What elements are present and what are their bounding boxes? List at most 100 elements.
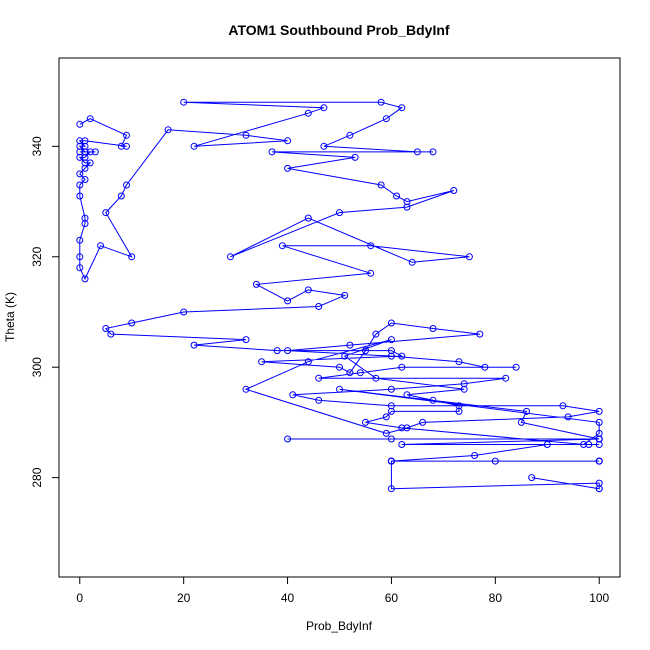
data-point — [284, 297, 292, 305]
data-point — [450, 187, 458, 194]
data-point — [387, 435, 395, 443]
chart-title: ATOM1 Southbound Prob_BdyInf — [228, 22, 449, 38]
data-point — [320, 104, 328, 112]
data-point — [502, 374, 510, 382]
data-point — [117, 192, 125, 200]
plot-frame — [58, 57, 621, 578]
data-point — [367, 242, 375, 250]
data-point — [164, 126, 172, 134]
data-point — [304, 109, 312, 117]
y-tick-label: 340 — [30, 136, 44, 156]
data-point — [455, 358, 463, 366]
data-point — [76, 170, 84, 178]
data-point — [123, 181, 130, 189]
data-point — [76, 120, 84, 128]
y-tick-label: 280 — [30, 467, 44, 487]
data-point — [465, 253, 473, 261]
data-point — [460, 385, 468, 393]
data-point — [471, 452, 479, 459]
data-point — [81, 176, 89, 183]
data-point — [304, 358, 312, 366]
data-point — [429, 325, 437, 332]
data-point — [315, 303, 323, 310]
axis-ticks: 0 20 40 60 80 100 280 300 320 340 — [30, 136, 610, 605]
data-point — [341, 291, 349, 299]
data-point — [387, 485, 395, 493]
data-point — [429, 148, 437, 156]
data-point — [107, 330, 115, 338]
x-tick-label: 0 — [76, 591, 83, 605]
data-point — [102, 209, 110, 217]
data-point — [128, 319, 136, 327]
data-point — [362, 347, 369, 355]
data-point — [86, 159, 94, 167]
data-point — [336, 385, 343, 393]
y-tick-label: 320 — [30, 246, 44, 266]
data-point — [455, 407, 463, 415]
series-points — [76, 98, 603, 493]
data-point — [346, 369, 354, 377]
data-point — [258, 358, 266, 366]
data-point — [242, 336, 250, 344]
data-point — [413, 148, 421, 156]
data-point — [403, 424, 411, 432]
data-point — [398, 104, 406, 112]
x-tick-label: 100 — [589, 591, 609, 605]
data-point — [346, 341, 354, 349]
data-point — [398, 441, 406, 448]
data-point — [315, 396, 323, 404]
data-point — [382, 429, 390, 437]
data-point — [304, 286, 312, 294]
x-tick-label: 60 — [385, 591, 399, 605]
data-point — [476, 330, 484, 338]
data-point — [372, 374, 380, 382]
data-point — [304, 214, 312, 222]
x-tick-label: 20 — [177, 591, 191, 605]
data-point — [377, 181, 385, 189]
data-point — [346, 131, 354, 139]
data-point — [517, 418, 525, 426]
data-point — [595, 418, 603, 426]
data-point — [429, 396, 437, 404]
data-point — [387, 336, 395, 344]
data-point — [585, 441, 593, 448]
data-point — [273, 347, 281, 355]
data-point — [481, 363, 489, 371]
data-point — [403, 203, 411, 211]
data-point — [595, 485, 603, 493]
data-point — [102, 325, 110, 332]
data-point — [76, 253, 84, 261]
data-point — [372, 330, 380, 338]
data-point — [387, 407, 395, 415]
data-point — [398, 352, 406, 360]
data-point — [97, 242, 105, 250]
data-point — [180, 308, 188, 316]
data-point — [367, 269, 375, 277]
data-point — [387, 385, 395, 393]
data-point — [76, 236, 84, 244]
data-point — [580, 441, 588, 448]
data-point — [284, 164, 292, 172]
data-point — [341, 352, 349, 360]
data-point — [284, 347, 292, 355]
data-point — [398, 363, 406, 371]
data-point — [595, 407, 603, 415]
y-axis-label: Theta (K) — [3, 292, 17, 342]
data-point — [81, 164, 89, 172]
data-point — [190, 341, 198, 349]
data-point — [252, 280, 260, 288]
data-point — [403, 391, 411, 399]
data-point — [398, 424, 406, 432]
data-point — [315, 374, 323, 382]
data-point — [180, 98, 188, 106]
data-point — [528, 474, 536, 482]
data-point — [387, 352, 395, 360]
data-point — [356, 369, 364, 377]
data-point — [123, 131, 130, 139]
x-tick-label: 80 — [489, 591, 503, 605]
data-point — [123, 142, 130, 150]
data-point — [76, 264, 84, 272]
data-point — [117, 142, 125, 150]
data-point — [382, 413, 390, 421]
x-tick-label: 40 — [281, 591, 295, 605]
